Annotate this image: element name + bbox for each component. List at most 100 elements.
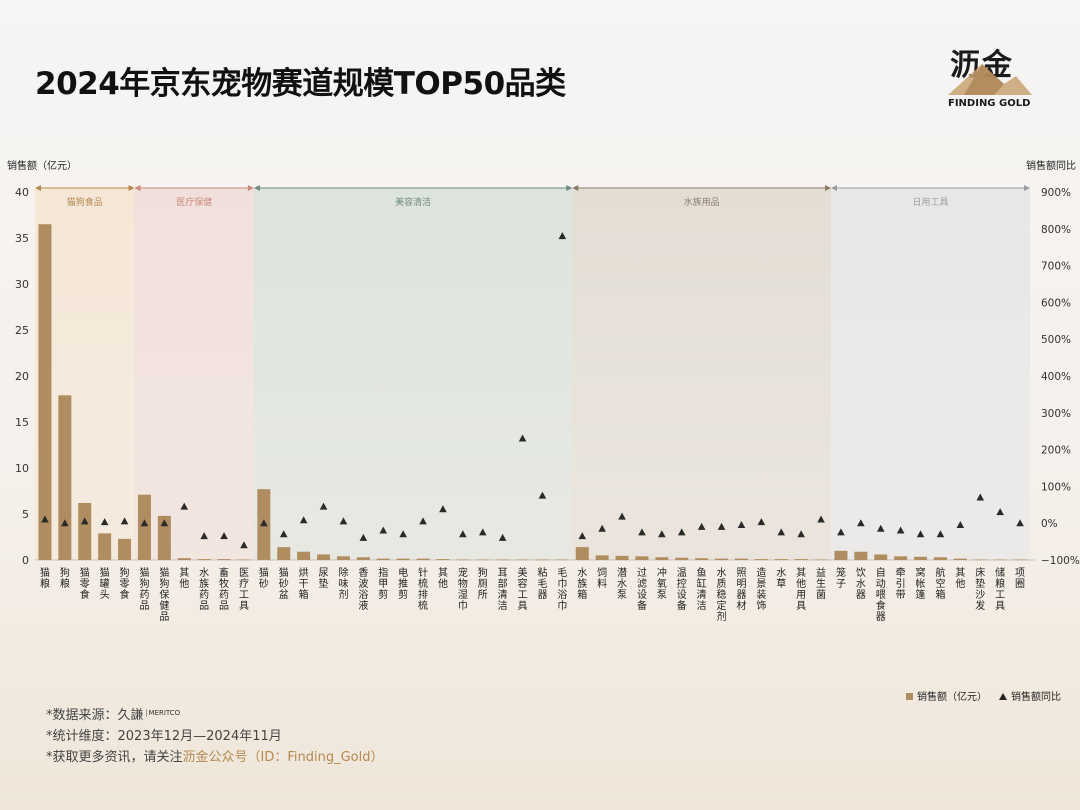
category-label: 剂 <box>338 588 348 601</box>
category-label: 储 <box>995 566 1005 579</box>
yoy-marker <box>399 530 407 538</box>
y2-tick-label: 0% <box>1041 518 1058 530</box>
bar <box>396 558 410 560</box>
category-label: 其 <box>438 567 448 579</box>
category-label: 电 <box>398 566 408 579</box>
category-label: 毛 <box>537 578 547 590</box>
category-label: 装 <box>756 588 766 601</box>
yoy-marker <box>160 519 169 527</box>
category-label: 猫 <box>159 566 169 579</box>
category-label: 香 <box>358 567 368 579</box>
yoy-marker <box>439 505 447 513</box>
bar <box>376 558 390 560</box>
yoy-marker <box>279 530 288 538</box>
category-label: 尿 <box>319 567 329 579</box>
yoy-marker <box>817 515 825 523</box>
bar <box>336 556 350 560</box>
category-label: 自 <box>876 566 886 579</box>
category-label: 窝 <box>916 566 926 579</box>
group-arrow-left-head <box>253 185 260 191</box>
category-label: 具 <box>995 600 1005 612</box>
category-label: 美 <box>518 566 528 579</box>
category-label: 剪 <box>398 588 408 601</box>
yoy-marker <box>896 526 905 534</box>
footnote-period: *统计维度：2023年12月—2024年11月 <box>46 729 282 744</box>
category-label: 食 <box>876 599 886 612</box>
category-label: 控 <box>677 577 687 590</box>
yoy-marker <box>220 532 228 540</box>
category-label: 器 <box>537 589 547 601</box>
category-label: 具 <box>796 600 806 612</box>
yoy-marker <box>339 517 348 525</box>
y2-tick-label: 200% <box>1041 445 1071 457</box>
yoy-marker <box>717 522 726 530</box>
yoy-marker <box>837 528 845 536</box>
footnotes: *数据来源：久謙 MERITCO *统计维度：2023年12月—2024年11月 … <box>46 705 384 768</box>
yoy-marker <box>459 530 467 538</box>
group-label: 日用工具 <box>912 197 948 208</box>
bar <box>535 559 549 561</box>
category-label: 潜 <box>617 566 627 579</box>
yoy-marker <box>319 502 328 510</box>
y2-tick-label: 100% <box>1041 481 1071 493</box>
category-label: 品 <box>219 600 229 612</box>
category-label: 帐 <box>916 577 926 590</box>
category-label: 他 <box>796 577 806 590</box>
category-label: 推 <box>398 577 408 590</box>
category-label: 箱 <box>577 588 587 601</box>
bar <box>695 558 709 560</box>
category-label: 水 <box>617 578 627 590</box>
category-label: 材 <box>736 599 746 612</box>
bar <box>456 559 470 561</box>
y2-tick-label: 800% <box>1041 224 1071 236</box>
footnote-source: *数据来源：久謙 MERITCO <box>46 705 384 726</box>
logo-mountain-icon <box>948 64 1032 95</box>
category-label: 狗 <box>159 577 169 590</box>
category-label: 他 <box>179 577 189 590</box>
bar <box>98 533 112 560</box>
category-label: 水 <box>856 578 866 590</box>
category-label: 照 <box>736 567 746 579</box>
bar <box>635 556 649 560</box>
logo-en-text: FINDING GOLD <box>948 98 1031 109</box>
category-label: 他 <box>438 577 448 590</box>
group-arrow-right-head <box>1024 185 1030 191</box>
bar <box>436 559 450 560</box>
bar <box>595 555 609 560</box>
category-label: 猫 <box>259 566 269 579</box>
y2-tick-label: −100% <box>1041 555 1080 567</box>
yoy-marker <box>757 518 766 526</box>
category-label: 部 <box>498 577 508 590</box>
category-label: 泵 <box>657 589 667 601</box>
category-label: 物 <box>458 577 468 590</box>
category-label: 其 <box>796 567 806 579</box>
bar <box>277 547 291 560</box>
bar <box>38 224 52 560</box>
bar <box>914 556 928 560</box>
category-label: 清 <box>697 588 707 601</box>
bar <box>894 556 908 560</box>
category-label: 生 <box>816 577 826 590</box>
category-label: 湿 <box>458 589 468 601</box>
category-label: 粮 <box>40 577 50 590</box>
category-label: 所 <box>478 589 488 601</box>
category-label: 温 <box>677 567 687 579</box>
category-label: 沙 <box>975 589 985 601</box>
bar <box>237 559 251 561</box>
y-tick-label: 10 <box>15 462 29 475</box>
category-label: 洁 <box>498 599 508 612</box>
category-label: 巾 <box>557 577 567 590</box>
category-label: 笼 <box>836 566 846 579</box>
category-label: 盆 <box>279 588 289 601</box>
bar <box>416 558 430 560</box>
category-label: 粘 <box>537 566 547 579</box>
category-label: 泵 <box>617 589 627 601</box>
category-label: 明 <box>736 578 746 590</box>
category-label: 猫 <box>279 566 289 579</box>
bar <box>615 555 629 560</box>
bar <box>993 559 1007 561</box>
yoy-marker <box>140 519 149 527</box>
category-label: 甲 <box>378 579 388 590</box>
category-label: 烘 <box>299 567 309 579</box>
category-label: 罐 <box>100 577 110 590</box>
